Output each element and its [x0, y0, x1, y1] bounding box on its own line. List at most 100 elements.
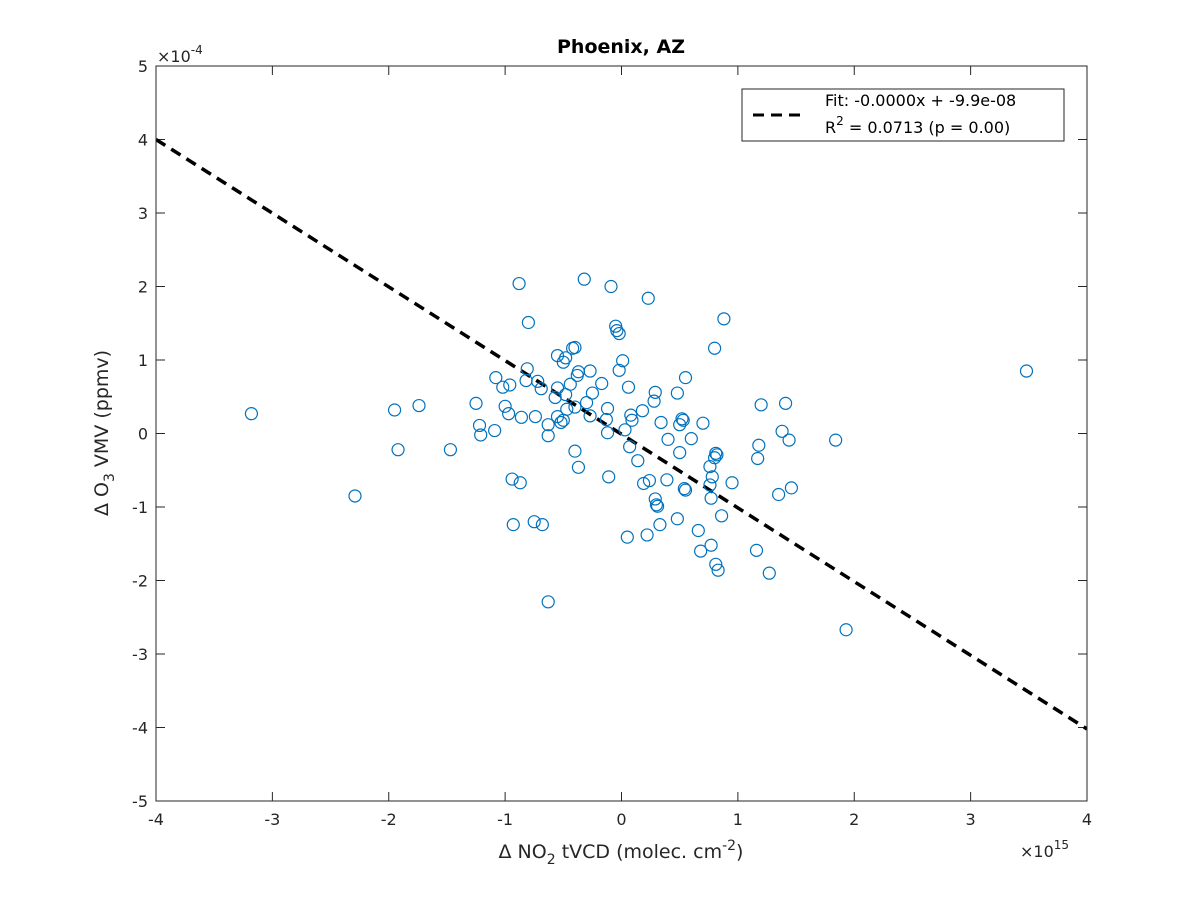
data-point [469, 396, 483, 410]
data-point [610, 324, 624, 338]
svg-text:×1015: ×1015 [1020, 838, 1069, 861]
data-point [534, 382, 548, 396]
data-point [678, 483, 693, 497]
data-point [520, 362, 534, 376]
data-point [600, 426, 615, 440]
data-point [568, 444, 582, 458]
data-point [560, 402, 574, 416]
data-point [621, 380, 636, 394]
data-point [709, 557, 723, 571]
y-tick-label: 2 [138, 278, 148, 297]
data-point [648, 492, 662, 506]
legend: Fit: -0.0000x + -9.9e-08 R2 = 0.0713 (p … [741, 88, 1065, 142]
data-point [502, 407, 516, 421]
data-point [579, 396, 594, 410]
data-point [496, 380, 510, 394]
data-point [650, 499, 665, 513]
data-point [391, 443, 405, 457]
data-point [528, 409, 542, 424]
data-point [751, 451, 765, 466]
data-point [585, 386, 600, 400]
data-point [571, 460, 586, 474]
data-point [559, 351, 573, 365]
data-point [684, 432, 698, 446]
data-point [612, 326, 626, 341]
data-point [620, 530, 634, 544]
data-point [711, 563, 725, 577]
x-tick-label: -2 [381, 810, 397, 829]
data-point [782, 433, 796, 447]
data-point [514, 410, 529, 424]
y-exponent-label: ×10-4 [157, 43, 203, 66]
x-tick-label: 0 [616, 810, 626, 829]
data-point [673, 446, 687, 460]
data-point [616, 354, 630, 368]
data-point [554, 415, 568, 430]
y-tick-label: -1 [132, 498, 148, 517]
y-axis-label: Δ O3 VMV (ppmv) [91, 350, 118, 516]
data-point [244, 407, 259, 421]
data-point [577, 272, 591, 286]
data-point [412, 398, 426, 413]
data-point [704, 538, 718, 552]
data-point [709, 446, 723, 460]
data-point [498, 399, 512, 413]
data-point [647, 394, 661, 408]
y-tick-label: -5 [132, 792, 148, 811]
data-point [506, 518, 520, 532]
y-tick-label: 5 [138, 57, 148, 76]
x-tick-label: 2 [849, 810, 859, 829]
data-point [676, 413, 690, 427]
data-point [631, 454, 645, 468]
data-point [503, 378, 517, 392]
data-point [568, 400, 582, 414]
y-tick-label: 3 [138, 204, 148, 223]
data-point [489, 371, 503, 385]
x-tick-label: -3 [264, 810, 280, 829]
data-point [541, 418, 555, 432]
x-axis-label: Δ NO2 tVCD (molec. cm-2) [499, 838, 744, 868]
data-point [602, 470, 616, 484]
data-point [670, 386, 684, 400]
data-point [691, 523, 705, 538]
data-point [703, 478, 717, 492]
data-point [694, 544, 708, 558]
data-point [772, 487, 786, 502]
chart-title: Phoenix, AZ [557, 36, 685, 58]
legend-fit-label: Fit: -0.0000x + -9.9e-08 [825, 91, 1016, 110]
data-point [673, 418, 687, 432]
data-point [725, 476, 739, 490]
data-point [714, 509, 729, 523]
y-tick-label: -3 [132, 645, 148, 664]
data-point [678, 371, 693, 385]
data-point [778, 396, 793, 410]
data-point [648, 385, 662, 399]
data-point [599, 412, 613, 427]
data-point [762, 566, 776, 580]
data-point [583, 409, 597, 423]
data-point [488, 423, 502, 438]
data-point [541, 429, 555, 443]
data-point [654, 415, 668, 430]
data-point [752, 438, 766, 452]
data-point [642, 473, 657, 488]
data-point [704, 491, 718, 505]
data-point [670, 512, 684, 526]
data-point [749, 543, 764, 557]
data-point [535, 518, 549, 532]
data-point [521, 315, 536, 330]
data-point [635, 404, 650, 418]
data-point [675, 412, 689, 426]
data-point [623, 440, 637, 454]
data-point [474, 428, 488, 442]
x-tick-label: 1 [733, 810, 743, 829]
y-tick-label: -4 [132, 719, 148, 738]
data-point [443, 443, 458, 457]
x-tick-label: -4 [148, 810, 164, 829]
data-point [661, 432, 675, 446]
data-point [512, 276, 526, 291]
x-exponent-label: ×1015 [1020, 838, 1069, 861]
data-points [244, 272, 1034, 637]
